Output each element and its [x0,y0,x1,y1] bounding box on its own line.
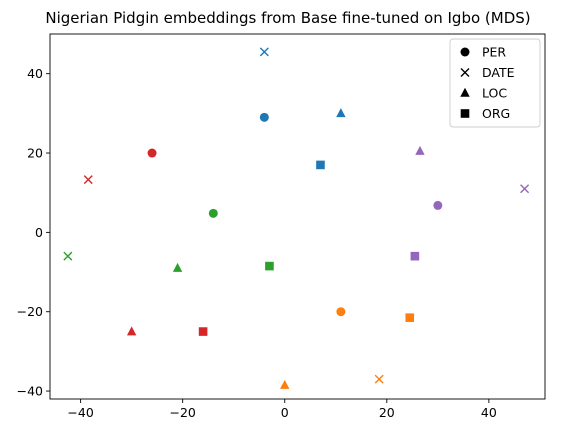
y-tick-label: 0 [35,225,43,240]
legend: PER DATE LOC ORG [449,38,541,128]
data-point-square [265,261,274,271]
plot-area-frame [49,33,546,400]
data-points [63,47,530,389]
legend-box [449,38,541,128]
y-tick-label: −20 [17,304,43,319]
x-tick-label: −40 [67,405,93,420]
data-point-x [63,251,73,261]
legend-marker-triangle [460,87,470,97]
data-point-triangle [336,108,346,118]
x-tick-label: 20 [379,405,395,420]
y-tick-label: 40 [27,66,43,81]
data-point-triangle [126,326,137,336]
data-point-triangle [280,379,290,389]
data-point-circle [147,148,157,158]
data-point-square [316,160,325,170]
data-point-square [405,313,415,322]
data-point-x [520,184,530,194]
legend-label: ORG [482,106,510,121]
legend-label: LOC [482,86,507,101]
data-point-circle [433,200,443,210]
y-tick-label: −40 [17,384,43,399]
data-point-x [259,47,269,57]
legend-marker-circle [460,47,470,57]
legend-marker-x [460,68,470,77]
data-point-x [83,175,93,185]
data-point-square [198,327,208,336]
x-tick-label: 40 [481,405,497,420]
x-tick-label: −20 [169,405,195,420]
data-point-circle [208,208,218,218]
y-tick-label: 20 [27,146,43,161]
data-point-circle [336,307,346,317]
legend-label: PER [482,45,506,60]
data-point-triangle [172,262,183,272]
data-point-triangle [415,145,425,155]
axis-ticks: −40 −20 0 20 40 −40 −20 0 20 40 [17,66,497,420]
legend-label: DATE [482,65,515,80]
chart-title: Nigerian Pidgin embeddings from Base fin… [45,9,530,27]
legend-marker-square [460,109,470,118]
data-point-x [374,374,384,384]
data-point-circle [259,112,269,122]
x-tick-label: 0 [281,405,289,420]
data-point-square [410,251,420,261]
